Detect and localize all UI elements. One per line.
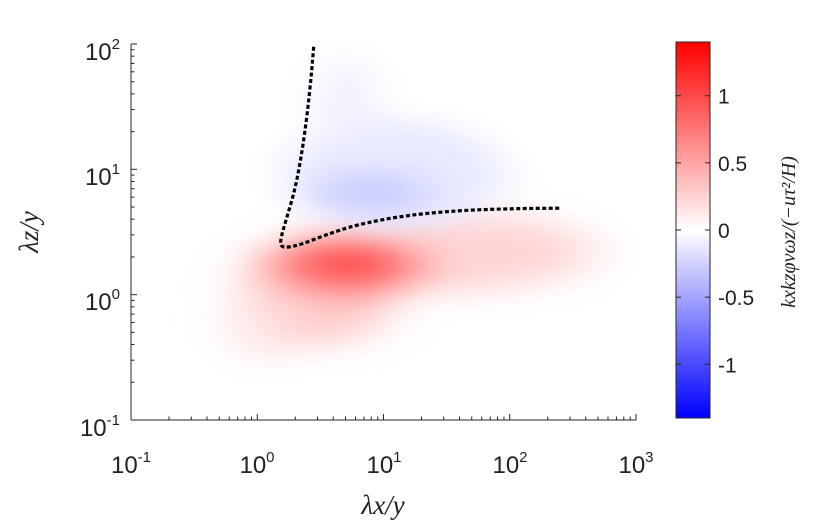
heat-blob (311, 170, 432, 215)
x-tick-label: 102 (492, 449, 527, 479)
x-tick-labels: 10-1 100 101 102 103 (111, 449, 654, 479)
negative-region (283, 54, 504, 231)
colorbar-tick-label: -0.5 (718, 287, 754, 310)
y-tick-marks (131, 43, 137, 421)
heat-blob (232, 282, 303, 363)
x-axis-label: λx/y (360, 490, 404, 520)
y-tick-label: 101 (85, 161, 120, 191)
colorbar-tick-labels: 1 0.5 0 -0.5 -1 (718, 86, 754, 378)
heat-blob (315, 54, 376, 165)
positive-region (232, 211, 594, 363)
y-axis-label: λz/y (14, 211, 44, 254)
heatmap-field (232, 54, 594, 363)
colorbar-gradient (675, 41, 711, 419)
x-tick-label: 100 (239, 449, 274, 479)
x-tick-label: 103 (618, 449, 653, 479)
x-tick-label: 101 (366, 449, 401, 479)
colorbar-tick-marks (676, 95, 710, 365)
y-tick-label: 10-1 (80, 412, 120, 442)
y-tick-labels: 10-1 100 101 102 (80, 36, 120, 442)
colorbar: 1 0.5 0 -0.5 -1 kxkzφvωz/(−uτ²/H) (675, 41, 800, 419)
colorbar-tick-label: 0 (718, 220, 730, 243)
contour-line (279, 46, 561, 249)
colorbar-tick-label: 1 (718, 86, 730, 109)
x-tick-label: 10-1 (111, 449, 151, 479)
x-tick-marks (130, 414, 637, 420)
colorbar-tick-label: 0.5 (718, 153, 747, 176)
colorbar-label: kxkzφvωz/(−uτ²/H) (778, 156, 800, 308)
y-tick-label: 100 (85, 286, 120, 316)
y-tick-label: 102 (85, 36, 120, 66)
colorbar-tick-label: -1 (718, 354, 737, 377)
heat-blob (310, 241, 401, 278)
